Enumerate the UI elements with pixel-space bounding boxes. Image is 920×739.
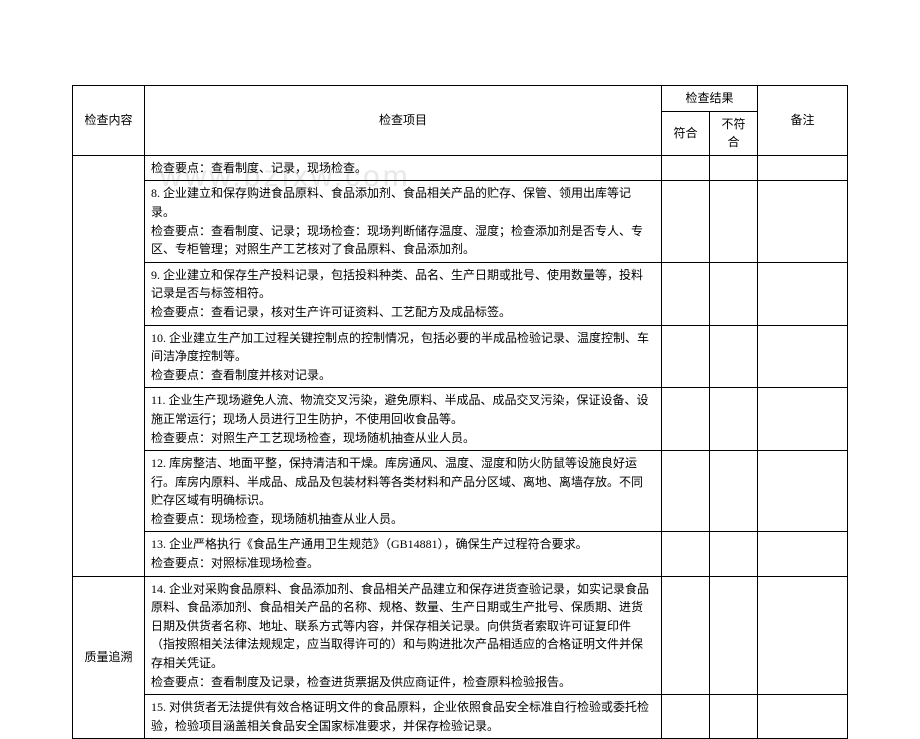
table-row: 8. 企业建立和保存购进食品原料、食品添加剂、食品相关产品的贮存、保管、领用出库… [73, 181, 848, 262]
cell-fail [709, 155, 757, 181]
cell-item: 13. 企业严格执行《食品生产通用卫生规范》（GB14881），确保生产过程符合… [145, 532, 662, 576]
cell-remark [758, 695, 848, 739]
cell-pass [661, 695, 709, 739]
table-row: 质量追溯 14. 企业对采购食品原料、食品添加剂、食品相关产品建立和保存进货查验… [73, 576, 848, 695]
cell-pass [661, 388, 709, 451]
cell-pass [661, 155, 709, 181]
table-row: 15. 对供货者无法提供有效合格证明文件的食品原料，企业依照食品安全标准自行检验… [73, 695, 848, 739]
cell-remark [758, 388, 848, 451]
header-item: 检查项目 [145, 86, 662, 156]
inspection-table: 检查内容 检查项目 检查结果 备注 符合 不符合 检查要点：查看制度、记录，现场… [72, 85, 848, 739]
cell-item: 10. 企业建立生产加工过程关键控制点的控制情况，包括必要的半成品检验记录、温度… [145, 325, 662, 388]
header-pass: 符合 [661, 111, 709, 155]
cell-fail [709, 451, 757, 532]
table-header-row-1: 检查内容 检查项目 检查结果 备注 [73, 86, 848, 112]
cell-item: 14. 企业对采购食品原料、食品添加剂、食品相关产品建立和保存进货查验记录，如实… [145, 576, 662, 695]
cell-pass [661, 325, 709, 388]
table-row: 检查要点：查看制度、记录，现场检查。 [73, 155, 848, 181]
cell-remark [758, 155, 848, 181]
table-row: 10. 企业建立生产加工过程关键控制点的控制情况，包括必要的半成品检验记录、温度… [73, 325, 848, 388]
cell-pass [661, 532, 709, 576]
cell-remark [758, 181, 848, 262]
cell-item: 12. 库房整洁、地面平整，保持清洁和干燥。库房通风、温度、湿度和防火防鼠等设施… [145, 451, 662, 532]
cell-category-empty [73, 155, 145, 576]
table-row: 12. 库房整洁、地面平整，保持清洁和干燥。库房通风、温度、湿度和防火防鼠等设施… [73, 451, 848, 532]
cell-item: 8. 企业建立和保存购进食品原料、食品添加剂、食品相关产品的贮存、保管、领用出库… [145, 181, 662, 262]
cell-item: 9. 企业建立和保存生产投料记录，包括投料种类、品名、生产日期或批号、使用数量等… [145, 262, 662, 325]
cell-fail [709, 695, 757, 739]
cell-fail [709, 181, 757, 262]
table-row: 13. 企业严格执行《食品生产通用卫生规范》（GB14881），确保生产过程符合… [73, 532, 848, 576]
table-row: 11. 企业生产现场避免人流、物流交叉污染，避免原料、半成品、成品交叉污染，保证… [73, 388, 848, 451]
cell-remark [758, 325, 848, 388]
cell-fail [709, 388, 757, 451]
cell-item: 检查要点：查看制度、记录，现场检查。 [145, 155, 662, 181]
cell-remark [758, 576, 848, 695]
header-category: 检查内容 [73, 86, 145, 156]
cell-pass [661, 181, 709, 262]
cell-item: 11. 企业生产现场避免人流、物流交叉污染，避免原料、半成品、成品交叉污染，保证… [145, 388, 662, 451]
header-result: 检查结果 [661, 86, 757, 112]
cell-fail [709, 325, 757, 388]
table-row: 9. 企业建立和保存生产投料记录，包括投料种类、品名、生产日期或批号、使用数量等… [73, 262, 848, 325]
cell-pass [661, 262, 709, 325]
header-fail: 不符合 [709, 111, 757, 155]
cell-pass [661, 576, 709, 695]
cell-remark [758, 532, 848, 576]
cell-remark [758, 262, 848, 325]
header-remark: 备注 [758, 86, 848, 156]
cell-fail [709, 262, 757, 325]
cell-fail [709, 532, 757, 576]
cell-pass [661, 451, 709, 532]
cell-category-quality: 质量追溯 [73, 576, 145, 739]
cell-fail [709, 576, 757, 695]
cell-remark [758, 451, 848, 532]
cell-item: 15. 对供货者无法提供有效合格证明文件的食品原料，企业依照食品安全标准自行检验… [145, 695, 662, 739]
